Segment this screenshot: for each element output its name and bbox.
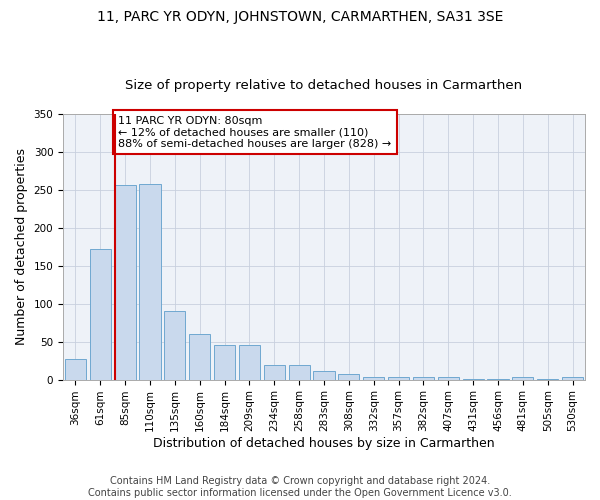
- Bar: [164, 312, 185, 380]
- Bar: [65, 359, 86, 380]
- Text: 11, PARC YR ODYN, JOHNSTOWN, CARMARTHEN, SA31 3SE: 11, PARC YR ODYN, JOHNSTOWN, CARMARTHEN,…: [97, 10, 503, 24]
- Bar: [90, 249, 111, 380]
- Bar: [487, 379, 509, 380]
- X-axis label: Distribution of detached houses by size in Carmarthen: Distribution of detached houses by size …: [153, 437, 495, 450]
- Bar: [313, 371, 335, 380]
- Bar: [438, 376, 459, 380]
- Y-axis label: Number of detached properties: Number of detached properties: [15, 148, 28, 346]
- Text: 11 PARC YR ODYN: 80sqm
← 12% of detached houses are smaller (110)
88% of semi-de: 11 PARC YR ODYN: 80sqm ← 12% of detached…: [118, 116, 392, 148]
- Bar: [338, 374, 359, 380]
- Text: Contains HM Land Registry data © Crown copyright and database right 2024.
Contai: Contains HM Land Registry data © Crown c…: [88, 476, 512, 498]
- Bar: [413, 376, 434, 380]
- Bar: [264, 365, 285, 380]
- Bar: [537, 379, 558, 380]
- Bar: [388, 376, 409, 380]
- Bar: [115, 186, 136, 380]
- Bar: [289, 365, 310, 380]
- Bar: [363, 376, 384, 380]
- Bar: [562, 378, 583, 380]
- Bar: [463, 379, 484, 380]
- Bar: [239, 346, 260, 380]
- Bar: [139, 184, 161, 380]
- Bar: [189, 334, 210, 380]
- Title: Size of property relative to detached houses in Carmarthen: Size of property relative to detached ho…: [125, 79, 523, 92]
- Bar: [512, 376, 533, 380]
- Bar: [214, 346, 235, 380]
